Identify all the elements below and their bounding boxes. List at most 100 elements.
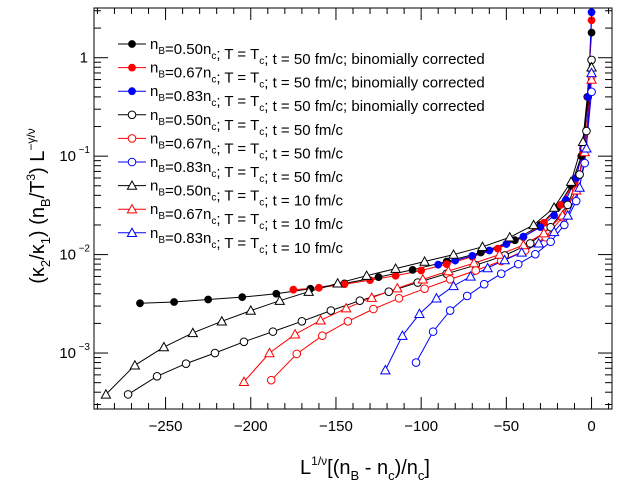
data-point-s7-4	[187, 327, 199, 338]
data-point-s1-4	[238, 293, 247, 301]
data-point-s8-9	[442, 265, 454, 276]
data-point-s7-15	[504, 231, 516, 242]
data-point-s7-2	[129, 359, 141, 370]
data-point-s6-6	[496, 269, 506, 278]
data-point-s7-13	[448, 248, 459, 259]
data-point-s5-9	[471, 266, 480, 275]
data-point-s4-5	[239, 337, 249, 347]
legend-marker	[127, 110, 137, 120]
legend-marker	[128, 87, 136, 96]
data-point-s6-10	[559, 220, 569, 230]
data-point-s9-6	[465, 270, 477, 281]
data-point-s4-8	[326, 306, 336, 315]
data-point-s9-15	[586, 67, 598, 78]
data-point-s8-7	[391, 282, 403, 293]
legend-marker	[127, 134, 137, 143]
data-point-s2-1	[289, 285, 298, 294]
data-point-s5-4	[343, 317, 353, 326]
data-point-s7-8	[303, 286, 315, 296]
data-point-s6-5	[479, 279, 489, 289]
legend-marker	[128, 40, 136, 48]
data-point-s1-9	[408, 265, 417, 274]
data-point-s4-6	[268, 327, 278, 336]
y-tick-exponent: −1	[79, 145, 91, 156]
data-point-s9-13	[574, 181, 586, 192]
data-point-s2-7	[442, 260, 451, 269]
data-point-s6-3	[445, 306, 455, 315]
axis-titles: L1/ν[(nB - nc)/nc] (κ2/κ1) (nB/T3) L−γ/ν	[24, 128, 430, 483]
data-point-s8-3	[289, 328, 301, 339]
data-point-s7-3	[158, 341, 170, 352]
data-point-s1-1	[136, 299, 144, 308]
data-point-s6-2	[428, 327, 438, 336]
data-point-s5-7	[420, 284, 429, 294]
data-point-s5-5	[369, 304, 378, 314]
data-point-s9-10	[533, 237, 545, 248]
data-point-s9-9	[516, 246, 528, 257]
y-tick-exponent: −3	[79, 342, 91, 353]
x-tick-label: −200	[234, 418, 268, 435]
data-point-s9-3	[414, 308, 425, 319]
y-tick-label: 10	[59, 345, 76, 362]
y-tick-exponent: −2	[79, 244, 91, 255]
data-point-s2-5	[391, 271, 400, 280]
data-point-s7-1	[100, 388, 112, 399]
data-point-s9-7	[482, 262, 494, 273]
data-point-s3-6	[519, 232, 528, 241]
data-point-s4-15	[525, 239, 535, 248]
data-point-s5-8	[445, 275, 455, 284]
data-point-s8-6	[366, 292, 378, 302]
data-point-s4-1	[123, 390, 133, 399]
data-point-s9-8	[499, 254, 511, 265]
data-point-s3-5	[502, 240, 511, 248]
data-point-s6-7	[513, 259, 523, 269]
data-point-s4-2	[152, 372, 162, 381]
legend-label: nB=0.50nc; T = Tc; t = 50 fm/c	[150, 107, 344, 139]
data-point-s7-9	[332, 277, 344, 288]
data-point-s8-10	[468, 257, 480, 268]
data-point-s8-17	[586, 73, 598, 84]
y-tick-label: 1	[80, 50, 88, 67]
data-point-s7-5	[216, 315, 228, 326]
legend-label: nB=0.83nc; T = Tc; t = 50 fm/c	[150, 154, 344, 186]
data-point-s7-18	[565, 176, 577, 186]
data-point-s6-1	[411, 358, 421, 367]
data-point-s9-5	[448, 280, 459, 291]
data-point-s9-14	[580, 142, 592, 153]
data-point-s8-2	[264, 347, 275, 358]
data-point-s2-6	[417, 266, 426, 275]
y-tick-label: 10	[59, 148, 76, 165]
legend: nB=0.50nc; T = Tc; t = 50 fm/c; binomial…	[118, 36, 485, 257]
data-point-s4-7	[297, 317, 307, 326]
legend-marker	[128, 63, 136, 72]
data-point-s9-12	[562, 209, 574, 220]
data-point-s7-14	[477, 241, 488, 251]
legend-label: nB=0.67nc; T = Tc; t = 50 fm/c	[150, 130, 344, 162]
x-axis-title: L1/ν[(nB - nc)/nc]	[300, 454, 430, 483]
data-point-s5-6	[394, 293, 404, 303]
legend-marker	[126, 227, 138, 237]
data-point-s1-8	[374, 273, 383, 282]
data-point-s1-18	[587, 28, 596, 37]
legend-label: nB=0.50nc; T = Tc; t = 50 fm/c; binomial…	[150, 36, 485, 68]
legend-label: nB=0.83nc; T = Tc; t = 10 fm/c	[150, 225, 344, 257]
axes: −250 −200 −150 −100 −50 010 −310 −210 −11	[59, 8, 612, 435]
series-markers	[100, 8, 598, 399]
data-point-s7-7	[274, 295, 286, 305]
data-point-s9-4	[431, 292, 442, 303]
data-point-s3-1	[434, 260, 443, 269]
data-point-s4-4	[210, 348, 220, 358]
x-tick-label: −100	[404, 418, 438, 435]
data-point-s1-2	[170, 298, 178, 306]
data-point-s8-4	[315, 314, 327, 325]
data-point-s3-8	[550, 211, 558, 220]
data-point-s4-9	[355, 296, 365, 306]
data-point-s6-4	[462, 291, 472, 301]
data-point-s8-12	[517, 239, 529, 250]
legend-marker	[127, 157, 137, 167]
data-point-s7-11	[390, 263, 402, 273]
legend-label: nB=0.67nc; T = Tc; t = 50 fm/c; binomial…	[150, 60, 485, 92]
data-point-s9-11	[548, 226, 560, 237]
